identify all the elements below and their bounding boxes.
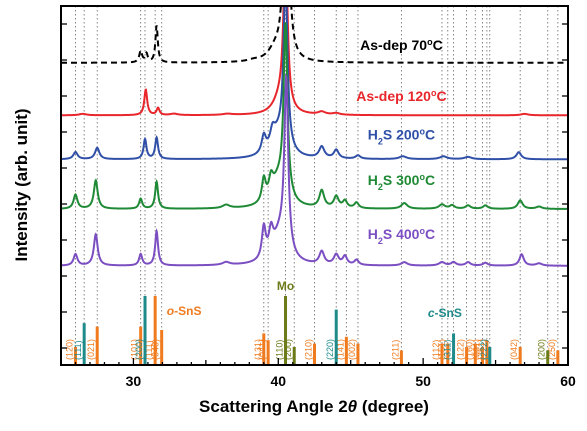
reference-patterns: (120) (021) (101) (111)(040) (131)(041) (210)… bbox=[64, 279, 560, 364]
c_sns-peak-bar bbox=[143, 296, 147, 364]
mo-peak-label: (110) bbox=[275, 340, 285, 360]
o_sns-peak-label: (250) bbox=[547, 339, 557, 360]
c_sns-peak-label: (200) bbox=[134, 339, 144, 360]
series-label-2: As-dep 120oC bbox=[356, 88, 446, 104]
x-tick-label: 60 bbox=[560, 373, 576, 389]
o_sns-peak-bar bbox=[556, 350, 560, 364]
o-sns-title: o-SnS bbox=[167, 304, 202, 318]
plot-frame bbox=[60, 5, 569, 366]
c_sns-peak-label: (311) bbox=[443, 340, 453, 360]
o_sns-peak-label: (061) bbox=[472, 339, 482, 360]
c_sns-peak-bar bbox=[334, 309, 338, 364]
mo-peak-bar bbox=[546, 350, 550, 364]
x-tick-label: 40 bbox=[270, 373, 286, 389]
o_sns-peak-label: (002) bbox=[347, 339, 357, 360]
o_sns-peak-bar bbox=[313, 343, 316, 364]
o_sns-peak-bar bbox=[73, 347, 77, 364]
o_sns-peak-bar bbox=[440, 343, 444, 364]
o_sns-peak-label: (041) bbox=[257, 339, 267, 360]
series-line-4 bbox=[61, 22, 568, 210]
o_sns-peak-bar bbox=[160, 330, 164, 364]
x-tick-label: 30 bbox=[126, 373, 142, 389]
x-axis-title: Scattering Angle 2θ (degree) bbox=[199, 397, 429, 416]
o_sns-peak-bar bbox=[473, 343, 477, 364]
o_sns-peak-bar bbox=[399, 350, 403, 364]
o_sns-peak-label: (111) bbox=[144, 340, 154, 360]
c_sns-peak-bar bbox=[82, 323, 86, 364]
series-label-1: As-dep 70oC bbox=[360, 37, 443, 53]
o_sns-peak-bar bbox=[153, 296, 157, 364]
mo-title: Mo bbox=[277, 279, 294, 293]
o_sns-peak-label: (251) bbox=[476, 339, 486, 360]
o_sns-peak-label: (120) bbox=[64, 339, 74, 360]
o_sns-peak-label: (122) bbox=[456, 339, 466, 360]
o_sns-peak-label: (101) bbox=[130, 339, 140, 360]
o_sns-peak-bar bbox=[518, 347, 522, 364]
series-label-4: H2S 300oC bbox=[368, 172, 435, 192]
o_sns-peak-label: (160) bbox=[464, 339, 474, 360]
c-sns-title: c-SnS bbox=[428, 306, 462, 320]
o_sns-peak-bar bbox=[344, 336, 348, 364]
x-tick-label: 50 bbox=[415, 373, 431, 389]
o_sns-peak-bar bbox=[465, 347, 469, 364]
o_sns-peak-label: (210) bbox=[304, 339, 314, 360]
o_sns-peak-bar bbox=[266, 340, 270, 364]
mo-peak-label: (200) bbox=[537, 339, 547, 360]
c_sns-peak-bar bbox=[452, 333, 456, 364]
c_sns-peak-bar bbox=[488, 347, 492, 364]
o_sns-peak-label: (042) bbox=[509, 339, 519, 360]
series-label-5: H2S 400oC bbox=[368, 226, 435, 246]
series-labels: As-dep 70oC As-dep 120oC H2S 200oC H2S 300o… bbox=[356, 37, 446, 246]
o_sns-peak-label: (112) bbox=[431, 340, 441, 360]
c_sns-peak-label: (220) bbox=[325, 339, 335, 360]
mo-peak-bar bbox=[284, 296, 288, 364]
series-line-3 bbox=[61, 6, 568, 161]
o_sns-peak-bar bbox=[446, 343, 450, 364]
series-line-2 bbox=[61, 6, 568, 117]
o_sns-peak-label: (151) bbox=[437, 339, 447, 360]
o_sns-peak-label: (021) bbox=[86, 339, 96, 360]
o_sns-peak-bar bbox=[262, 333, 266, 364]
o_sns-peak-bar bbox=[139, 326, 143, 364]
mo-peak-bar bbox=[292, 347, 296, 364]
series-line-5 bbox=[61, 72, 568, 267]
mo-peak-label: (200) bbox=[283, 339, 293, 360]
o_sns-peak-bar bbox=[356, 343, 360, 364]
o_sns-peak-bar bbox=[481, 347, 485, 364]
o_sns-peak-bar bbox=[95, 326, 99, 364]
o_sns-peak-label: (131) bbox=[253, 339, 263, 360]
c_sns-peak-label: (111) bbox=[73, 340, 83, 360]
o_sns-peak-bar bbox=[485, 340, 489, 364]
o_sns-peak-label: (141) bbox=[335, 339, 345, 360]
axis-ticks: 30 40 50 60 bbox=[60, 23, 576, 389]
diffraction-series bbox=[61, 6, 568, 267]
series-label-3: H2S 200oC bbox=[368, 126, 435, 146]
o_sns-peak-label: (211) bbox=[390, 340, 400, 360]
o_sns-peak-label: (040) bbox=[151, 339, 161, 360]
y-axis-title: Intensity (arb. unit) bbox=[12, 109, 31, 262]
c_sns-peak-label: (222) bbox=[479, 339, 489, 360]
